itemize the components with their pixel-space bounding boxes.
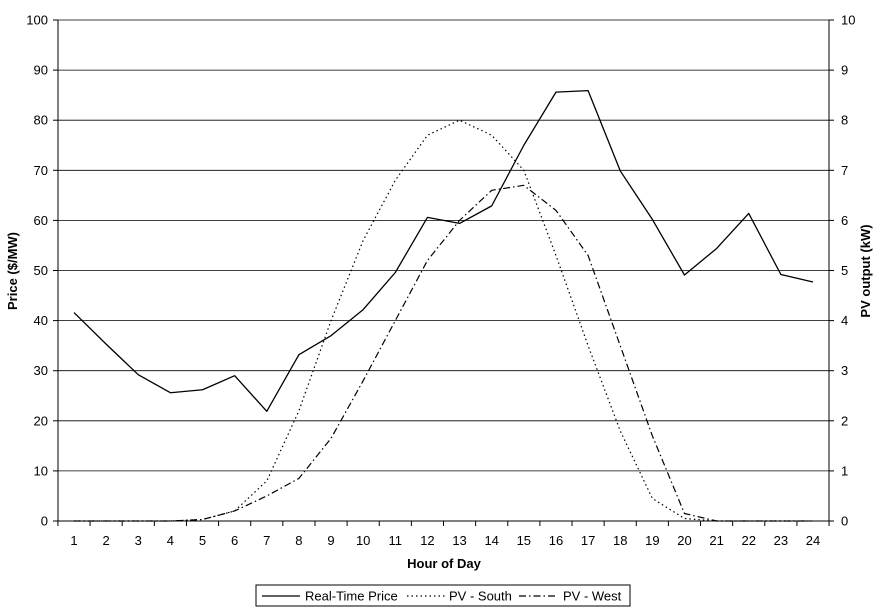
x-tick-label: 9 — [327, 533, 334, 548]
x-tick-label: 10 — [356, 533, 370, 548]
x-tick-label: 13 — [452, 533, 466, 548]
y2-tick-label: 3 — [841, 363, 848, 378]
x-tick-label: 5 — [199, 533, 206, 548]
x-tick-label: 14 — [484, 533, 498, 548]
y-tick-label: 30 — [34, 363, 48, 378]
series-line-pv-south — [74, 119, 813, 522]
y2-tick-label: 4 — [841, 313, 848, 328]
series-line-pv-west — [74, 184, 813, 522]
x-tick-label: 7 — [263, 533, 270, 548]
y2-tick-label: 7 — [841, 163, 848, 178]
x-tick-label: 22 — [742, 533, 756, 548]
y-tick-label: 60 — [34, 213, 48, 228]
y-tick-label: 20 — [34, 413, 48, 428]
y-axis-title: Price ($/MW) — [5, 232, 20, 310]
x-tick-label: 1 — [70, 533, 77, 548]
x-tick-label: 19 — [645, 533, 659, 548]
y2-tick-label: 2 — [841, 413, 848, 428]
y2-tick-label: 6 — [841, 213, 848, 228]
legend-label-real-time-price: Real-Time Price — [305, 589, 398, 604]
y2-tick-label: 1 — [841, 463, 848, 478]
x-tick-label: 23 — [774, 533, 788, 548]
x-tick-label: 4 — [167, 533, 174, 548]
y2-axis-title: PV output (kW) — [858, 224, 873, 317]
x-tick-label: 24 — [806, 533, 820, 548]
y-tick-label: 70 — [34, 163, 48, 178]
x-tick-label: 18 — [613, 533, 627, 548]
legend: Real-Time Price PV - South PV - West — [255, 584, 631, 607]
x-tick-label: 2 — [103, 533, 110, 548]
x-tick-label: 17 — [581, 533, 595, 548]
y2-tick-label: 10 — [841, 13, 855, 28]
y-tick-label: 40 — [34, 313, 48, 328]
x-tick-label: 21 — [709, 533, 723, 548]
x-tick-label: 3 — [135, 533, 142, 548]
x-axis-title: Hour of Day — [407, 556, 481, 571]
series-line-real-time-price — [73, 89, 814, 412]
y-tick-label: 0 — [41, 514, 48, 529]
legend-label-pv-west: PV - West — [563, 589, 622, 604]
x-tick-label: 15 — [517, 533, 531, 548]
x-tick-label: 6 — [231, 533, 238, 548]
y-tick-label: 100 — [26, 13, 48, 28]
y-tick-label: 80 — [34, 113, 48, 128]
x-tick-label: 16 — [549, 533, 563, 548]
legend-label-pv-south: PV - South — [449, 589, 512, 604]
series-lines — [73, 89, 814, 522]
y2-tick-label: 0 — [841, 514, 848, 529]
y-tick-label: 50 — [34, 263, 48, 278]
x-tick-label: 20 — [677, 533, 691, 548]
y-tick-label: 90 — [34, 63, 48, 78]
x-tick-label: 11 — [389, 533, 403, 548]
x-tick-label: 8 — [295, 533, 302, 548]
axes — [53, 19, 834, 526]
y2-tick-label: 9 — [841, 63, 848, 78]
y2-tick-label: 5 — [841, 263, 848, 278]
x-tick-label: 12 — [420, 533, 434, 548]
grid — [58, 19, 829, 472]
y2-tick-label: 8 — [841, 113, 848, 128]
y-tick-label: 10 — [34, 463, 48, 478]
